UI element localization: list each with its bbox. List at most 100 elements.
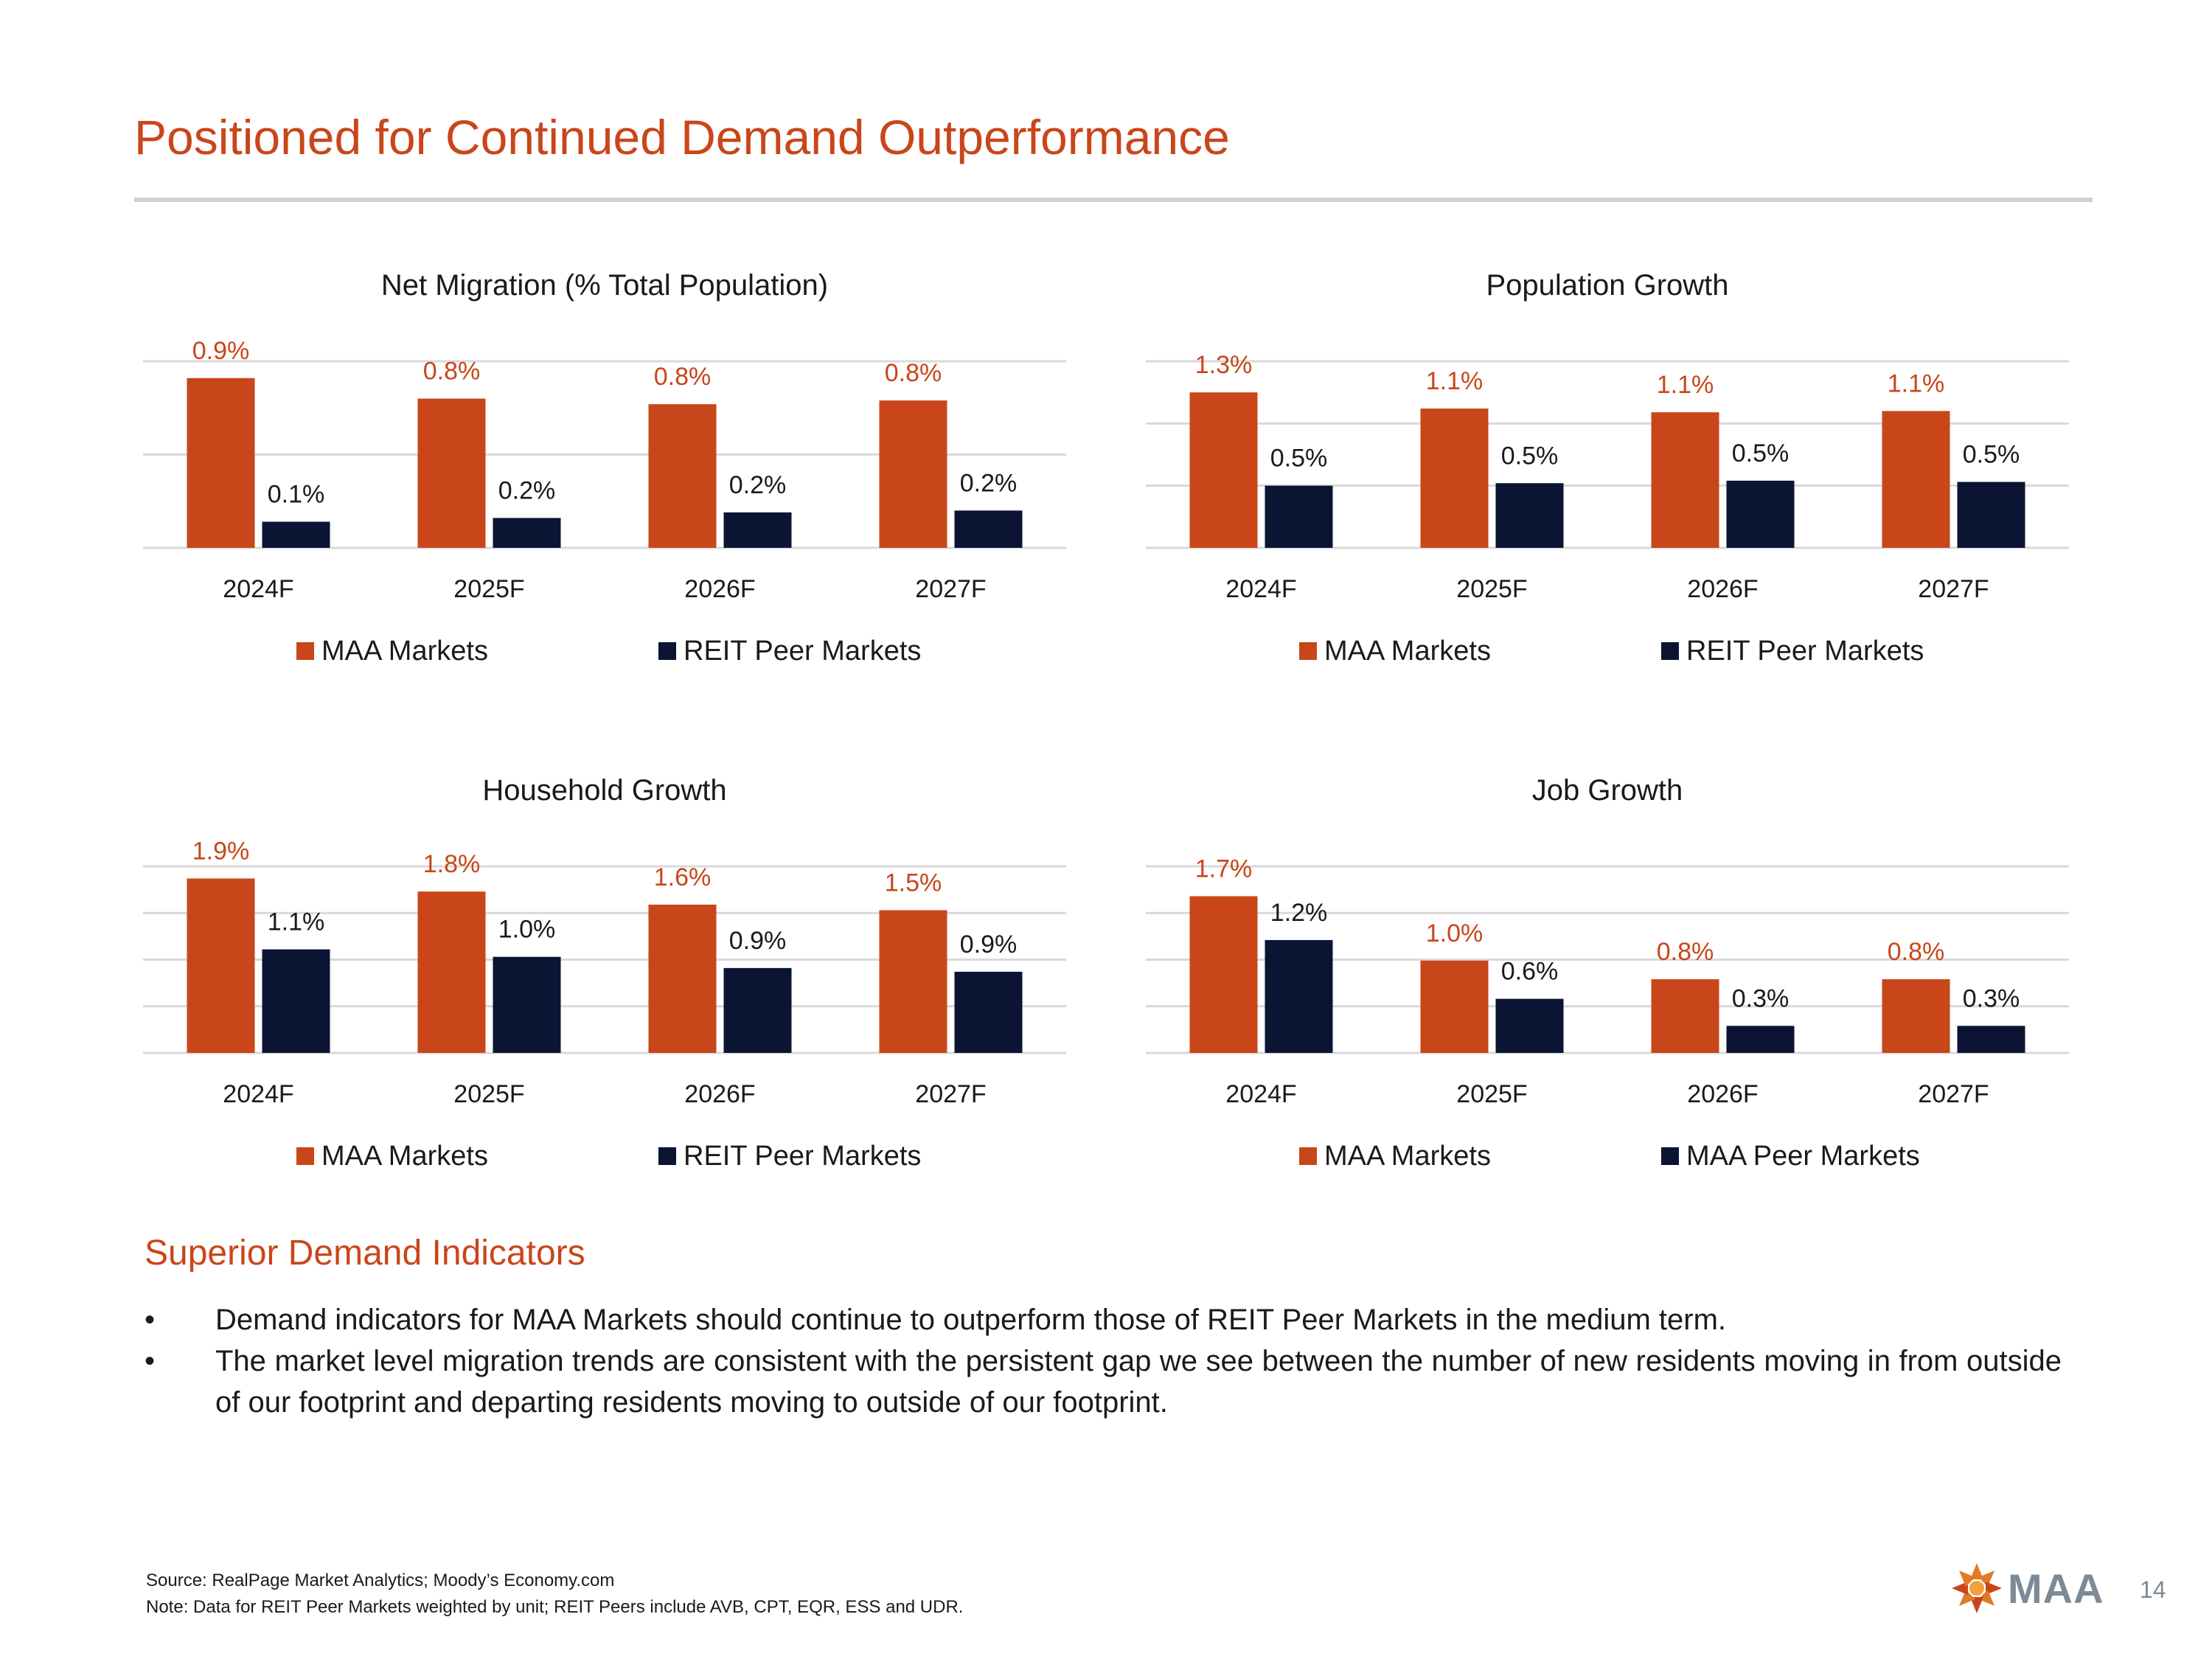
legend-label: REIT Peer Markets (684, 1141, 921, 1172)
bar-maa-markets-2026f (1651, 979, 1719, 1053)
legend-label: MAA Peer Markets (1686, 1141, 1920, 1172)
bar-maa-markets-2025f (1420, 408, 1489, 548)
bar-reit-peer-markets-2026f (1726, 480, 1795, 548)
bullet-text: The market level migration trends are co… (215, 1345, 2062, 1419)
data-label: 0.8% (885, 359, 942, 387)
source-note: Source: RealPage Market Analytics; Moody… (146, 1571, 615, 1590)
data-note: Note: Data for REIT Peer Markets weighte… (146, 1597, 964, 1617)
data-label: 1.0% (498, 916, 556, 944)
data-label: 1.5% (885, 869, 942, 897)
bar-maa-markets-2024f (1189, 392, 1258, 548)
bar-maa-markets-2026f (648, 904, 717, 1053)
chart-title: Household Growth (482, 774, 726, 807)
chart-svg: Job Growth 1.7% 1.2% 2024F 1.0% 0.6% 2025F 0.8%… (1146, 774, 2069, 1172)
x-tick-label: 2026F (1687, 1080, 1758, 1108)
bar-maa-markets-2027f (1882, 411, 1950, 548)
legend-swatch (1661, 642, 1679, 660)
legend-label: MAA Markets (1324, 1141, 1491, 1172)
bar-maa-peer-markets-2026f (1726, 1026, 1795, 1053)
x-tick-label: 2027F (1918, 1080, 1989, 1108)
data-label: 1.1% (1657, 371, 1714, 399)
x-tick-label: 2024F (223, 1080, 293, 1108)
bullet-dot: • (145, 1345, 156, 1377)
data-label: 0.9% (192, 337, 250, 365)
bar-maa-markets-2025f (1420, 960, 1489, 1053)
bullet-item: • Demand indicators for MAA Markets shou… (145, 1299, 2062, 1340)
x-tick-label: 2025F (453, 575, 524, 603)
data-label: 0.5% (1732, 439, 1790, 467)
bar-reit-peer-markets-2024f (262, 521, 330, 548)
bar-maa-markets-2027f (879, 910, 947, 1053)
legend-swatch (1661, 1147, 1679, 1165)
legend-swatch (658, 1147, 676, 1165)
legend-label: MAA Markets (321, 1141, 488, 1172)
x-tick-label: 2025F (1456, 1080, 1527, 1108)
bar-maa-markets-2027f (879, 400, 947, 548)
data-label: 1.1% (268, 908, 325, 936)
legend-swatch (1299, 1147, 1317, 1165)
data-label: 0.8% (1888, 938, 1945, 966)
data-label: 0.9% (960, 931, 1018, 959)
maa-logo: MAA (1950, 1562, 2104, 1615)
data-label: 1.9% (192, 837, 250, 865)
x-tick-label: 2024F (1225, 575, 1296, 603)
chart-svg: Net Migration (% Total Population) 0.9% 0.… (143, 269, 1066, 667)
chart-svg: Household Growth 1.9% 1.1% 2024F 1.8% 1.0% 202… (143, 774, 1066, 1172)
chart-svg: Population Growth 1.3% 0.5% 2024F 1.1% 0.5% 20… (1146, 269, 2069, 667)
title-divider (134, 198, 2093, 202)
maa-logo-mark-icon (1952, 1563, 2002, 1613)
bullet-dot: • (145, 1304, 156, 1336)
legend-label: REIT Peer Markets (684, 636, 921, 667)
data-label: 0.2% (729, 471, 787, 499)
page-title: Positioned for Continued Demand Outperfo… (134, 110, 1230, 164)
x-tick-label: 2027F (1918, 575, 1989, 603)
page-number: 14 (2140, 1576, 2166, 1603)
chart-population-growth: Population Growth 1.3% 0.5% 2024F 1.1% 0.5% 20… (1143, 258, 2072, 730)
data-label: 0.8% (654, 363, 712, 391)
bar-maa-markets-2024f (187, 378, 255, 548)
bullet-item: • The market level migration trends are … (145, 1340, 2062, 1423)
legend-swatch (1299, 642, 1317, 660)
legend-label: REIT Peer Markets (1686, 636, 1924, 667)
section-heading: Superior Demand Indicators (145, 1234, 585, 1273)
bar-maa-peer-markets-2024f (1265, 939, 1333, 1053)
x-tick-label: 2025F (453, 1080, 524, 1108)
chart-title: Net Migration (% Total Population) (381, 269, 828, 302)
data-label: 0.5% (1963, 441, 2020, 469)
x-tick-label: 2026F (684, 575, 755, 603)
data-label: 0.8% (423, 358, 481, 386)
data-label: 0.1% (268, 481, 325, 509)
bar-maa-markets-2027f (1882, 979, 1950, 1053)
bar-reit-peer-markets-2024f (262, 949, 330, 1053)
bar-maa-peer-markets-2025f (1495, 998, 1564, 1053)
bar-maa-markets-2026f (1651, 412, 1719, 548)
bullet-text: Demand indicators for MAA Markets should… (215, 1304, 1727, 1336)
bar-reit-peer-markets-2027f (1957, 481, 2025, 548)
chart-job-growth: Job Growth 1.7% 1.2% 2024F 1.0% 0.6% 2025F 0.8%… (1143, 763, 2072, 1235)
bar-reit-peer-markets-2027f (954, 971, 1023, 1053)
x-tick-label: 2027F (915, 575, 986, 603)
x-tick-label: 2026F (1687, 575, 1758, 603)
data-label: 0.2% (960, 469, 1018, 497)
data-label: 1.3% (1195, 351, 1253, 379)
legend-label: MAA Markets (1324, 636, 1491, 667)
bar-reit-peer-markets-2026f (723, 512, 792, 548)
bar-reit-peer-markets-2025f (1495, 483, 1564, 548)
x-tick-label: 2027F (915, 1080, 986, 1108)
data-label: 1.0% (1426, 919, 1484, 947)
x-tick-label: 2026F (684, 1080, 755, 1108)
data-label: 1.8% (423, 850, 481, 878)
data-label: 0.6% (1501, 958, 1559, 986)
data-label: 1.7% (1195, 855, 1253, 883)
x-tick-label: 2024F (1225, 1080, 1296, 1108)
data-label: 0.5% (1270, 445, 1328, 473)
data-label: 0.5% (1501, 442, 1559, 470)
chart-net-migration: Net Migration (% Total Population) 0.9% 0.… (140, 258, 1069, 730)
data-label: 1.1% (1426, 367, 1484, 395)
bar-maa-peer-markets-2027f (1957, 1026, 2025, 1053)
maa-logo-text: MAA (2008, 1565, 2104, 1612)
chart-household-growth: Household Growth 1.9% 1.1% 2024F 1.8% 1.0% 202… (140, 763, 1069, 1235)
x-tick-label: 2025F (1456, 575, 1527, 603)
data-label: 1.1% (1888, 369, 1945, 397)
legend-swatch (658, 642, 676, 660)
